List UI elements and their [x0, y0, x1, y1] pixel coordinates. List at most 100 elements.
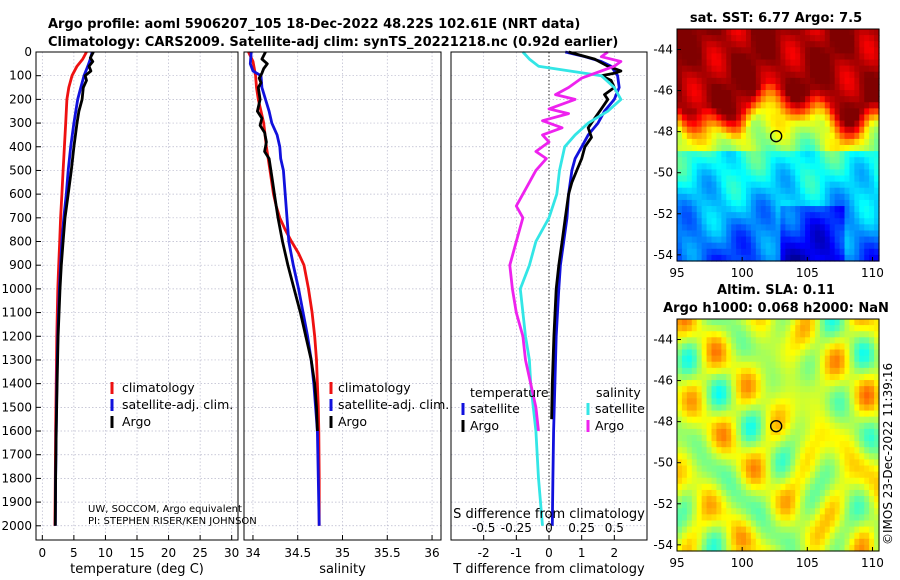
heatmap-cell — [849, 538, 855, 546]
heatmap-cell — [790, 526, 796, 534]
heatmap-cell — [765, 254, 772, 262]
heatmap-cell — [731, 428, 737, 436]
heatmap-cell — [834, 102, 841, 109]
heatmap-cell — [780, 465, 786, 473]
heatmap-cell — [805, 496, 811, 503]
heatmap-cell — [755, 132, 762, 140]
heatmap-cell — [805, 242, 811, 250]
heatmap-cell — [780, 544, 786, 552]
heatmap-cell — [829, 325, 836, 332]
heatmap-cell — [854, 71, 860, 79]
heatmap-cell — [844, 373, 851, 381]
heatmap-cell — [790, 483, 796, 491]
heatmap-cell — [819, 53, 826, 61]
heatmap-cell — [814, 77, 821, 85]
heatmap-cell — [677, 120, 683, 128]
heatmap-cell — [849, 114, 855, 122]
heatmap-cell — [731, 532, 737, 540]
heatmap-cell — [765, 181, 772, 189]
heatmap-cell — [755, 47, 762, 55]
heatmap-cell — [745, 526, 752, 534]
heatmap-cell — [869, 508, 875, 515]
heatmap-cell — [696, 514, 703, 522]
heatmap-cell — [829, 416, 836, 424]
heatmap-cell — [745, 380, 752, 387]
heatmap-cell — [731, 132, 737, 140]
heatmap-cell — [864, 331, 870, 338]
heatmap-cell — [780, 41, 786, 48]
heatmap-cell — [775, 90, 782, 97]
x-tick-label: 25 — [192, 546, 207, 560]
heatmap-cell — [824, 428, 831, 436]
heatmap-cell — [824, 163, 831, 171]
heatmap-cell — [864, 489, 870, 497]
heatmap-cell — [716, 193, 722, 201]
heatmap-cell — [721, 206, 727, 213]
heatmap-cell — [790, 230, 796, 238]
heatmap-cell — [745, 230, 752, 238]
heatmap-cell — [755, 441, 762, 448]
heatmap-cell — [745, 453, 752, 461]
heatmap-cell — [770, 386, 777, 393]
heatmap-cell — [760, 163, 767, 171]
heatmap-cell — [716, 187, 722, 195]
heatmap-cell — [800, 331, 806, 338]
heatmap-cell — [691, 65, 698, 73]
heatmap-cell — [706, 96, 713, 103]
heatmap-cell — [800, 157, 806, 164]
heatmap-cell — [834, 120, 841, 128]
heatmap-cell — [790, 489, 796, 497]
heatmap-cell — [834, 65, 841, 73]
heatmap-cell — [874, 441, 880, 448]
heatmap-cell — [696, 386, 703, 393]
heatmap-cell — [834, 508, 841, 515]
heatmap-cell — [750, 224, 757, 232]
heatmap-cell — [874, 508, 880, 515]
heatmap-cell — [805, 120, 811, 128]
heatmap-cell — [869, 83, 875, 91]
heatmap-cell — [745, 373, 752, 381]
heatmap-cell — [874, 416, 880, 424]
heatmap-cell — [874, 199, 880, 207]
heatmap-cell — [829, 520, 836, 528]
heatmap-cell — [814, 120, 821, 128]
heatmap-cell — [819, 114, 826, 122]
heatmap-cell — [726, 465, 732, 473]
heatmap-cell — [874, 151, 880, 158]
heatmap-cell — [691, 224, 698, 232]
heatmap-cell — [790, 422, 796, 430]
heatmap-cell — [839, 428, 846, 436]
x-tick-label: 20 — [161, 546, 176, 560]
heatmap-cell — [755, 218, 762, 225]
heatmap-cell — [701, 90, 708, 97]
heatmap-cell — [755, 41, 762, 48]
heatmap-cell — [736, 35, 742, 42]
heatmap-cell — [681, 181, 688, 189]
heatmap-cell — [859, 248, 865, 256]
heatmap-cell — [691, 459, 698, 467]
heatmap-cell — [780, 163, 786, 171]
heatmap-cell — [819, 47, 826, 55]
heatmap-cell — [859, 236, 865, 244]
heatmap-cell — [681, 483, 688, 491]
heatmap-cell — [706, 218, 713, 225]
heatmap-cell — [706, 41, 713, 48]
heatmap-cell — [741, 248, 747, 256]
heatmap-cell — [805, 230, 811, 238]
heatmap-cell — [770, 532, 777, 540]
heatmap-cell — [726, 151, 732, 158]
heatmap-cell — [686, 502, 693, 509]
heatmap-cell — [696, 181, 703, 189]
heatmap-cell — [854, 319, 860, 326]
heatmap-cell — [726, 90, 732, 97]
heatmap-cell — [785, 47, 791, 55]
heatmap-cell — [805, 83, 811, 91]
heatmap-cell — [691, 514, 698, 522]
heatmap-cell — [810, 496, 816, 503]
heatmap-cell — [795, 41, 801, 48]
heatmap-cell — [874, 435, 880, 442]
heatmap-cell — [780, 138, 786, 146]
heatmap-cell — [696, 441, 703, 448]
heatmap-cell — [800, 138, 806, 146]
heatmap-cell — [824, 532, 831, 540]
